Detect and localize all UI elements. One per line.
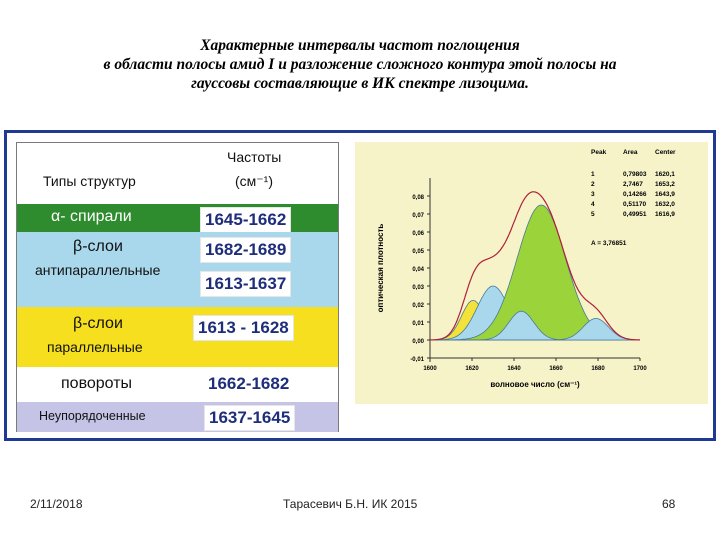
row-label: повороты: [61, 375, 133, 392]
freq-value: 1662-1682: [208, 374, 290, 393]
amide-i-deconvolution-chart: -0,01 0,00 0,01 0,02 0,03 0,04 0,05 0,06 0,07 0,0…: [355, 142, 708, 404]
slide-title: Характерные интервалы частот поглощения …: [30, 36, 690, 93]
legend-cell: 1616,9: [655, 211, 675, 218]
legend-cell: 1620,1: [655, 171, 675, 178]
y-tick-label: -0,01: [410, 357, 424, 363]
title-line-2: в области полосы амид I и разложение сло…: [103, 56, 617, 73]
component-peak-area: [430, 317, 641, 341]
y-tick-label: 0,07: [412, 213, 424, 219]
legend-header: Center: [655, 149, 676, 156]
y-tick-label: 0,02: [412, 303, 424, 309]
legend-cell: 3: [591, 191, 595, 198]
row-label: α- спирали: [51, 208, 132, 225]
freq-value: 1645-1662: [200, 207, 292, 233]
y-tick-label: 0,00: [412, 339, 424, 345]
title-line-3: гауссовы составляющие в ИК спектре лизоц…: [191, 75, 529, 92]
legend-cell: 0,49951: [623, 211, 647, 218]
row-label: Неупорядоченные: [39, 409, 146, 423]
footer-author: Тарасевич Б.Н. ИК 2015: [283, 497, 418, 511]
legend-cell: 4: [591, 201, 595, 208]
x-tick-label: 1700: [633, 366, 647, 372]
row-label: β-слои: [73, 238, 123, 255]
y-tick-label: 0,08: [412, 195, 424, 201]
x-tick-label: 1620: [465, 366, 479, 372]
legend-cell: 1: [591, 171, 595, 178]
legend-header: Area: [623, 149, 638, 156]
x-tick-label: 1660: [549, 366, 563, 372]
structure-frequency-table: Типы структур Частоты (см⁻¹) α- спирали …: [16, 142, 339, 432]
title-line-1: Характерные интервалы частот поглощения: [200, 37, 520, 54]
header-structure-type: Типы структур: [43, 173, 136, 189]
row-turns: повороты: [17, 367, 338, 402]
legend-cell: 1643,9: [655, 191, 675, 198]
y-tick-label: 0,05: [412, 249, 424, 255]
legend-cell: 0,79803: [623, 171, 647, 178]
y-tick-label: 0,04: [412, 267, 424, 273]
legend-cell: 2,7467: [623, 181, 643, 188]
x-axis-label: волновое число (см⁻¹): [490, 380, 580, 389]
x-tick-label: 1600: [423, 366, 437, 372]
y-axis-label: оптическая плотность: [376, 224, 385, 313]
freq-value: 1682-1689: [200, 237, 292, 263]
table-header-row: Типы структур Частоты (см⁻¹): [17, 143, 338, 204]
chart-annotation: A = 3,76851: [591, 240, 627, 247]
x-tick-label: 1680: [591, 366, 605, 372]
freq-value: 1637-1645: [204, 405, 296, 431]
chart-svg: -0,01 0,00 0,01 0,02 0,03 0,04 0,05 0,06 0,07 0,0…: [376, 149, 676, 389]
header-frequency-units: (см⁻¹): [235, 173, 274, 189]
y-tick-label: 0,06: [412, 231, 424, 237]
legend-cell: 0,51170: [623, 201, 647, 208]
footer-date: 2/11/2018: [30, 497, 83, 511]
legend-header: Peak: [591, 149, 607, 156]
legend-cell: 1632,0: [655, 201, 675, 208]
row-label: β-слои: [73, 315, 123, 332]
row-sublabel: антипараллельные: [35, 262, 161, 278]
legend-cell: 0,14266: [623, 191, 647, 198]
legend-cell: 5: [591, 211, 595, 218]
y-tick-label: 0,01: [412, 321, 424, 327]
legend-cell: 1653,2: [655, 181, 675, 188]
x-tick-label: 1640: [507, 366, 521, 372]
header-frequencies: Частоты: [227, 149, 282, 165]
freq-value: 1613 - 1628: [193, 315, 294, 341]
row-sublabel: параллельные: [47, 339, 143, 355]
footer-page-number: 68: [662, 497, 676, 511]
legend-cell: 2: [591, 181, 595, 188]
freq-value: 1613-1637: [200, 271, 292, 297]
envelope-curve: [430, 191, 640, 341]
y-tick-label: 0,03: [412, 285, 424, 291]
